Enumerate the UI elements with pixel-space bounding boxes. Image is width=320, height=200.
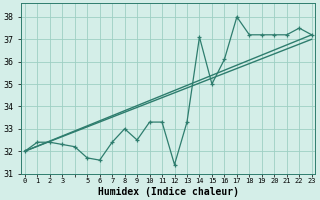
X-axis label: Humidex (Indice chaleur): Humidex (Indice chaleur)	[98, 186, 239, 197]
